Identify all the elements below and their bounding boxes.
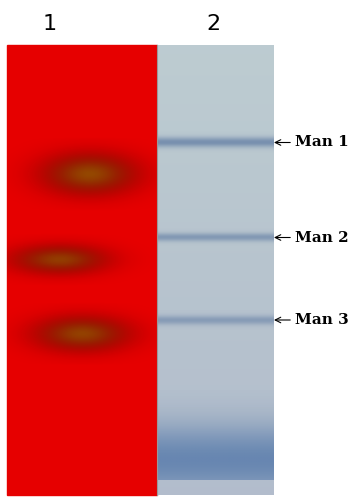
Text: Man 1: Man 1 bbox=[295, 136, 349, 149]
Text: 2: 2 bbox=[206, 14, 220, 34]
Text: Man 2: Man 2 bbox=[295, 230, 348, 244]
Text: 1: 1 bbox=[42, 14, 56, 34]
Bar bbox=[7, 45, 157, 495]
Text: Man 3: Man 3 bbox=[295, 313, 349, 327]
